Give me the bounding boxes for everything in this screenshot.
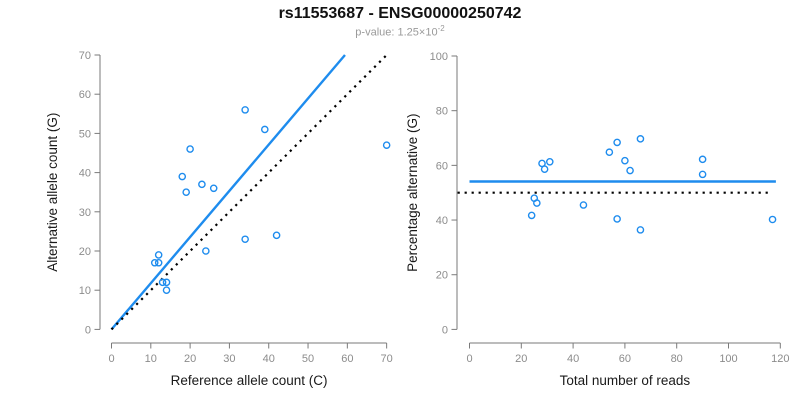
x-tick-label: 40 [263, 353, 275, 365]
data-point [154, 258, 163, 267]
x-axis-title: Total number of reads [560, 373, 691, 388]
data-point [533, 199, 541, 207]
y-tick-label: 20 [436, 270, 448, 282]
x-tick-label: 70 [381, 353, 393, 365]
y-tick-label: 60 [79, 89, 91, 101]
y-tick-label: 40 [79, 168, 91, 180]
data-point [605, 148, 614, 157]
y-tick-label: 50 [79, 128, 91, 140]
x-tick-label: 20 [184, 353, 196, 365]
p-value-label: p-value: [355, 26, 398, 39]
data-point [579, 201, 588, 209]
x-tick-label: 60 [341, 353, 353, 365]
left-scatter-panel: 0 10 20 30 40 50 60 70 0 10 20 30 40 50 60 70 Reference … [45, 50, 393, 388]
data-point [382, 141, 391, 149]
x-tick-label: 50 [302, 353, 314, 365]
data-point [272, 231, 281, 240]
data-point [621, 156, 629, 165]
x-tick-label: 40 [567, 353, 579, 365]
identity-line [110, 54, 388, 331]
p-value-exponent: -2 [437, 24, 445, 33]
y-tick-label: 100 [430, 51, 448, 63]
data-point [613, 215, 621, 223]
x-tick-label: 0 [466, 353, 472, 365]
data-point [527, 211, 536, 220]
x-tick-label: 20 [515, 353, 527, 365]
x-tick-label: 100 [719, 353, 737, 365]
p-value-subtitle: p-value: 1.25×10-2 [0, 24, 800, 39]
data-point [626, 166, 634, 175]
data-point [636, 226, 645, 234]
y-tick-label: 60 [436, 160, 448, 172]
data-point [545, 158, 554, 166]
y-tick-label: 0 [442, 324, 448, 336]
data-point [178, 172, 187, 181]
x-tick-label: 120 [771, 353, 789, 365]
page-title: rs11553687 - ENSG00000250742 [278, 5, 522, 22]
x-tick-label: 0 [108, 353, 114, 365]
data-point [162, 278, 171, 287]
y-tick-label: 70 [79, 50, 91, 62]
y-axis-title: Percentage alternative (G) [405, 114, 420, 272]
data-point [182, 188, 190, 196]
data-point [698, 170, 707, 179]
x-axis-title: Reference allele count (C) [171, 373, 328, 388]
y-tick-label: 10 [79, 285, 91, 297]
y-axis-title: Alternative allele count (G) [45, 113, 60, 272]
data-point [162, 286, 171, 295]
data-point [186, 145, 194, 153]
x-tick-label: 60 [619, 353, 631, 365]
data-point [158, 278, 167, 287]
p-value-mantissa: 1.25×10 [397, 26, 438, 39]
data-point [241, 235, 249, 244]
data-point [613, 138, 621, 147]
data-point [202, 247, 210, 255]
data-point [209, 184, 218, 193]
y-tick-label: 20 [79, 246, 91, 258]
x-tick-label: 30 [223, 353, 235, 365]
data-point [241, 106, 249, 114]
data-point [540, 165, 549, 173]
x-tick-label: 80 [671, 353, 683, 365]
right-scatter-panel: 0 20 40 60 80 100 0 20 40 60 80 100 120 Total number … [405, 51, 789, 388]
x-tick-label: 10 [145, 353, 157, 365]
data-point [198, 180, 206, 189]
data-point [636, 135, 645, 143]
y-tick-label: 40 [436, 215, 448, 227]
data-point [698, 155, 707, 164]
y-tick-label: 30 [79, 207, 91, 219]
data-point [260, 125, 269, 134]
data-point [154, 251, 163, 259]
y-tick-label: 80 [436, 106, 448, 118]
y-tick-label: 0 [85, 324, 91, 336]
fit-line [110, 54, 346, 331]
data-point [768, 215, 777, 224]
data-point [150, 258, 159, 267]
